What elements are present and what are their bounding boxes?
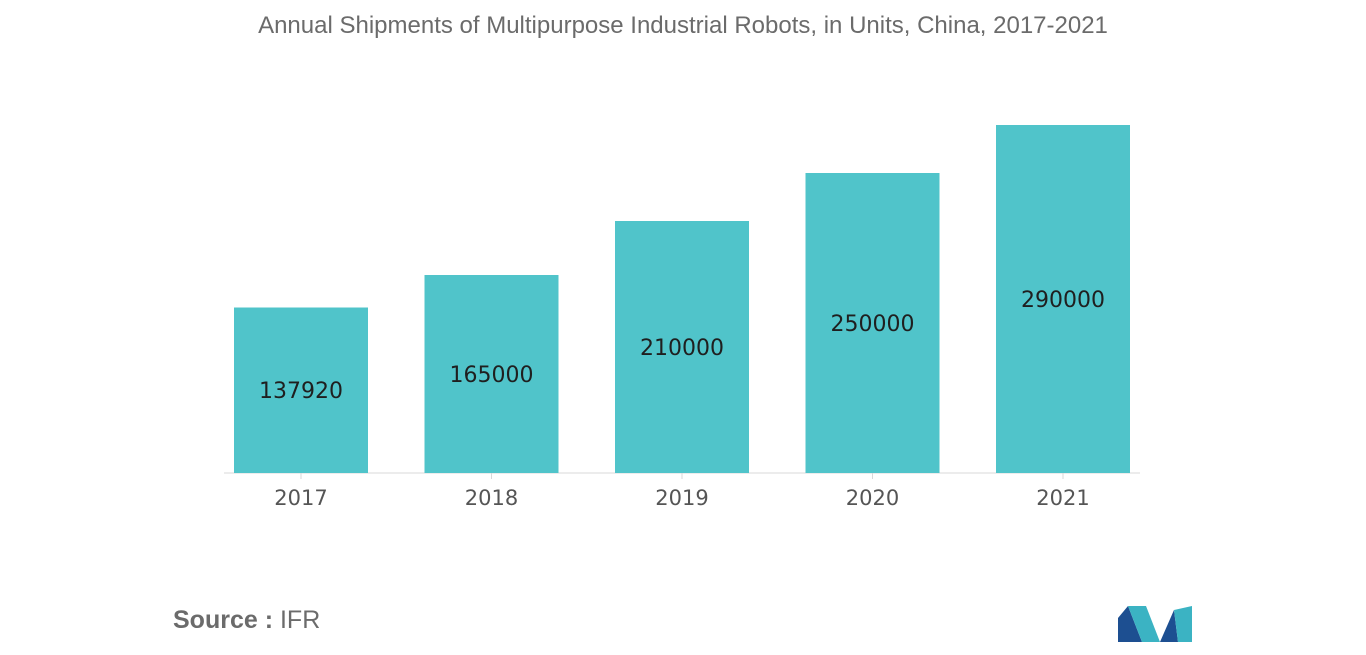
bar-2019	[615, 221, 749, 473]
x-tick-label-2020: 2020	[846, 486, 899, 510]
bar-2017	[234, 307, 368, 473]
bar-2018	[424, 275, 559, 473]
x-tick-label-2017: 2017	[274, 486, 327, 510]
bar-value-label-2020: 250000	[831, 312, 915, 337]
x-ticks-group: 2017 2018 2019 2020 2021	[274, 473, 1090, 510]
bar-value-label-2017: 137920	[259, 379, 343, 404]
source-value: IFR	[279, 606, 321, 634]
source-label: Source :	[173, 606, 274, 634]
x-tick-label-2018: 2018	[465, 486, 518, 510]
bar-labels-group: 137920 165000 210000 250000 290000	[259, 288, 1105, 404]
bar-value-label-2021: 290000	[1021, 288, 1105, 313]
chart-title: Annual Shipments of Multipurpose Industr…	[258, 12, 1108, 39]
x-tick-label-2021: 2021	[1036, 486, 1089, 510]
bar-2020	[805, 173, 940, 473]
bar-2021	[996, 125, 1130, 473]
bars-group	[234, 125, 1130, 473]
x-tick-label-2019: 2019	[655, 486, 708, 510]
source-note: Source : IFR	[173, 606, 320, 635]
bar-value-label-2018: 165000	[450, 363, 534, 388]
mordor-intelligence-logo-icon	[1118, 606, 1192, 642]
bar-value-label-2019: 210000	[640, 336, 724, 361]
